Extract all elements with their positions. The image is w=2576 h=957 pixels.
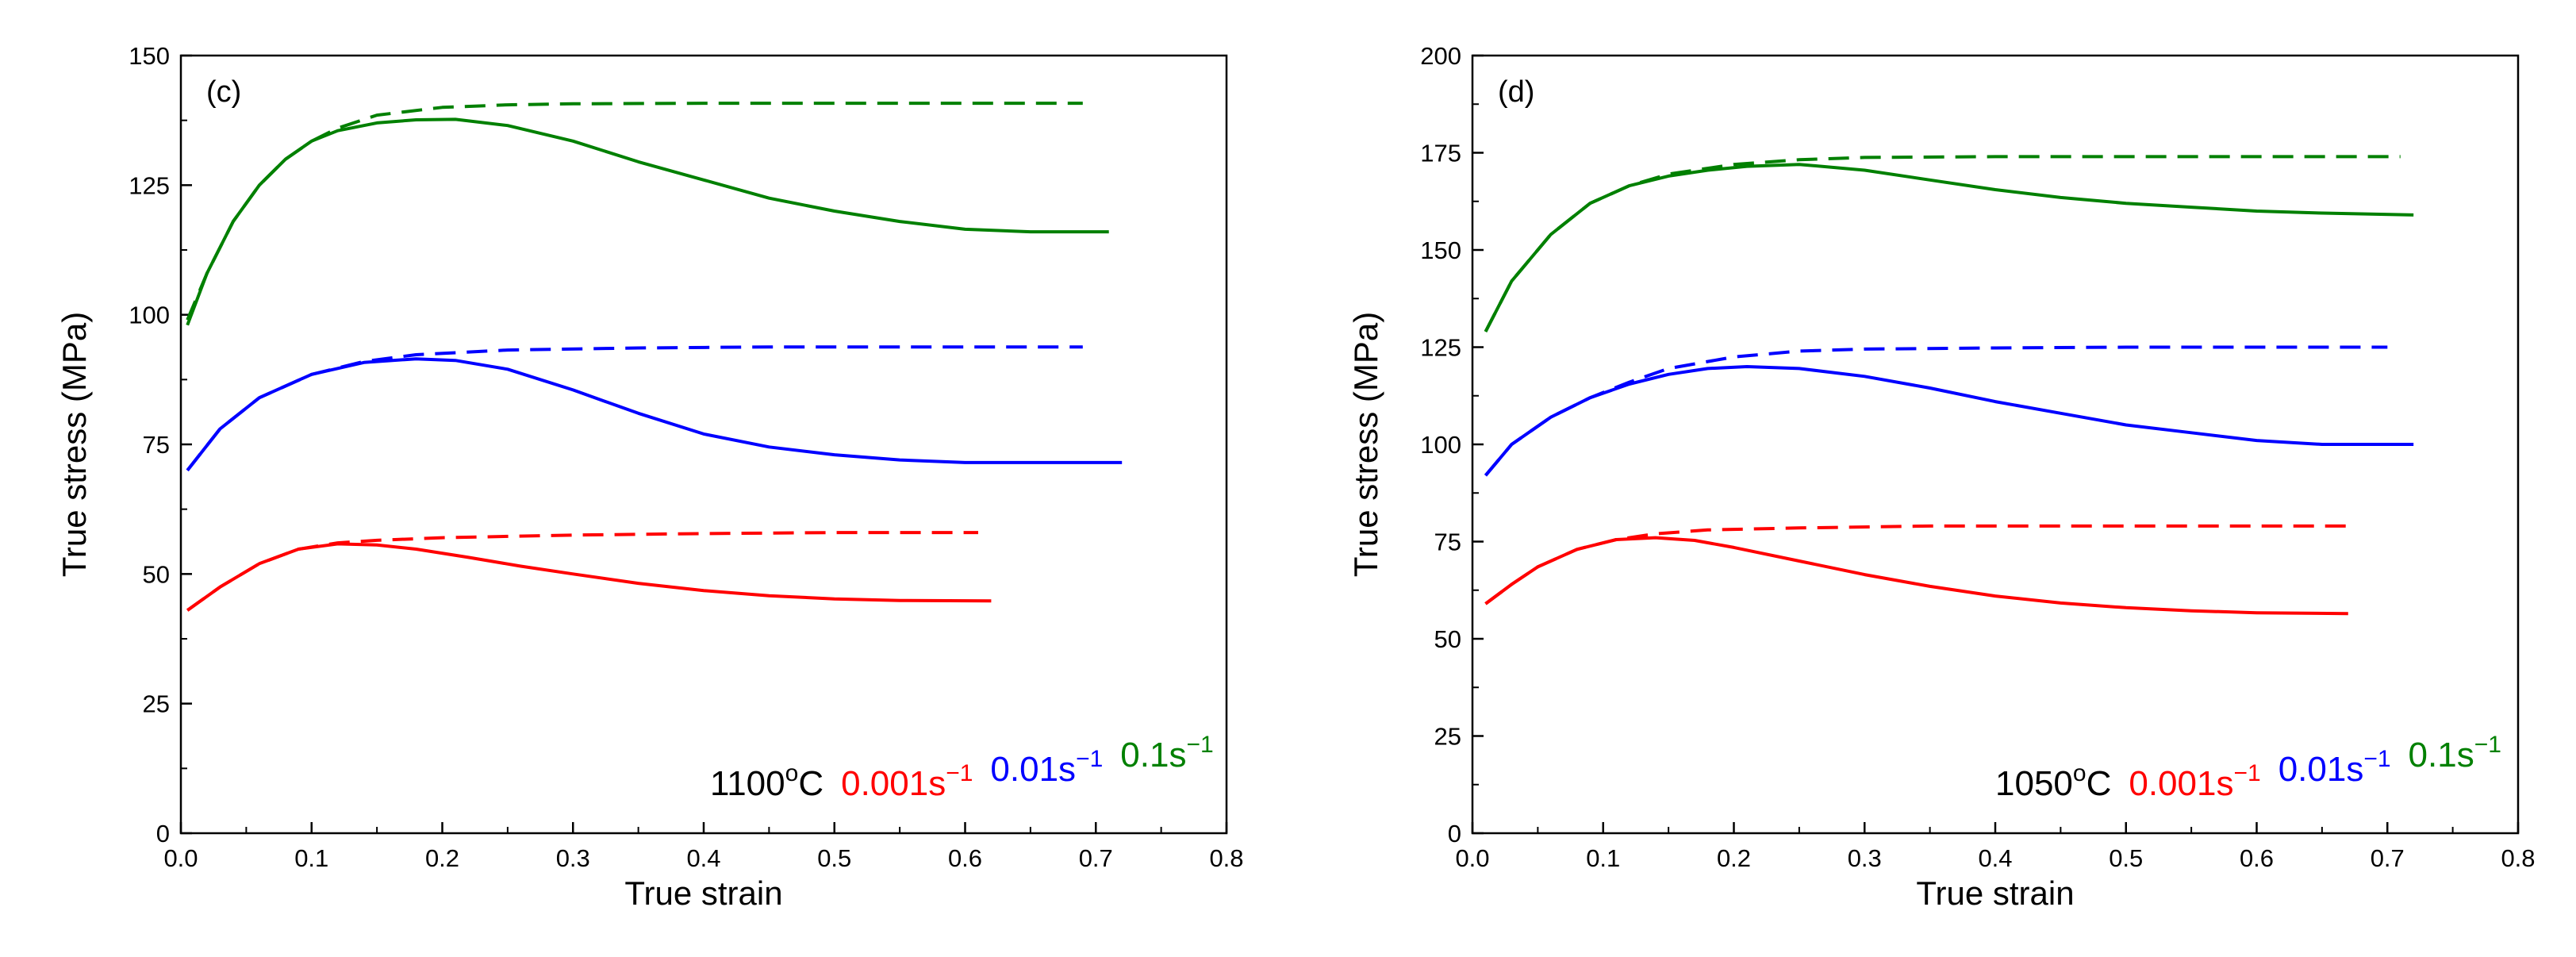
x-tick-label: 0.5 [817,844,851,872]
legend-rate-1: 0.01s [2278,750,2364,789]
y-axis-title: True stress (MPa) [1347,312,1384,577]
legend-temperature: 1050 [1995,764,2073,803]
y-axis-title: True stress (MPa) [56,312,93,577]
x-tick-label: 0.0 [1455,844,1489,872]
series-line-4 [186,542,992,612]
x-axis-title: True strain [624,874,782,912]
chart-panel-1: 0.0 0.1 0.2 0.3 0.4 0.5 0.6 0.7 0.8 0 25 50 75 100 125… [1347,42,2536,912]
x-tick-label: 0.7 [1079,844,1113,872]
series-line-2 [1484,365,2414,477]
panel-label: (d) [1498,75,1534,109]
legend-rate-sup-1: −1 [2363,746,2390,772]
y-tick-label: 0 [1448,820,1461,847]
y-tick-label: 150 [129,42,170,70]
legend-rate-2: 0.1s [2409,736,2474,774]
legend-temperature-unit: C [798,764,823,803]
legend-temperature-sup: o [785,760,799,786]
x-tick-label: 0.3 [1848,844,1882,872]
x-tick-label: 0.2 [425,844,459,872]
x-tick-label: 0.6 [2240,844,2274,872]
y-tick-label: 75 [143,431,170,459]
x-tick-label: 0.1 [1586,844,1620,872]
series-line-1 [1484,155,2401,332]
y-tick-label: 100 [1420,431,1461,459]
series-line-5 [1484,524,2348,605]
x-tick-label: 0.4 [686,844,720,872]
series-line-1 [186,102,1083,321]
legend-rate-sup-2: −1 [1186,732,1213,758]
legend-rate-1: 0.01s [990,750,1076,789]
x-tick-label: 0.8 [1209,844,1243,872]
x-tick-label: 0.3 [556,844,590,872]
y-tick-label: 150 [1420,236,1461,264]
series-line-5 [186,531,978,612]
y-tick-label: 125 [1420,334,1461,362]
legend-temperature: 1100 [710,764,785,803]
legend-rate-sup-0: −1 [946,760,973,786]
y-tick-label: 100 [129,302,170,329]
series-line-2 [186,357,1123,471]
x-tick-label: 0.8 [2501,844,2535,872]
y-tick-label: 75 [1434,528,1461,556]
legend-rate-2: 0.1s [1120,736,1186,774]
y-tick-label: 125 [129,171,170,199]
x-axis-title: True strain [1916,874,2074,912]
y-tick-label: 0 [156,820,170,847]
series-line-4 [1484,536,2348,616]
legend-rate-sup-1: −1 [1076,746,1103,772]
legend: 1050oC 0.001s−1 0.01s−1 0.1s−1 [1995,732,2501,803]
y-tick-label: 50 [143,560,170,588]
y-tick-label: 175 [1420,140,1461,167]
x-tick-label: 0.7 [2371,844,2405,872]
series-line-0 [186,117,1109,326]
x-tick-label: 0.5 [2109,844,2143,872]
panel-label: (c) [206,75,241,109]
y-tick-label: 25 [143,690,170,718]
series-line-3 [186,345,1083,471]
legend-rate-sup-0: −1 [2233,760,2260,786]
x-tick-label: 0.1 [294,844,328,872]
legend-rate-0: 0.001s [2129,764,2233,803]
x-tick-label: 0.2 [1717,844,1751,872]
legend-rate-0: 0.001s [841,764,946,803]
plot-frame [179,54,1228,835]
x-tick-label: 0.0 [163,844,198,872]
x-tick-label: 0.4 [1978,844,2012,872]
chart-panel-0: 0.0 0.1 0.2 0.3 0.4 0.5 0.6 0.7 0.8 0 25 50 75 100 125… [56,42,1244,912]
x-tick-label: 0.6 [948,844,982,872]
legend-temperature-sup: o [2073,760,2087,786]
legend: 1100oC 0.001s−1 0.01s−1 0.1s−1 [710,732,1214,803]
y-tick-label: 200 [1420,42,1461,70]
y-tick-label: 50 [1434,625,1461,653]
legend-rate-sup-2: −1 [2474,732,2501,758]
legend-temperature-unit: C [2087,764,2112,803]
y-tick-label: 25 [1434,723,1461,751]
series-line-3 [1484,345,2388,477]
